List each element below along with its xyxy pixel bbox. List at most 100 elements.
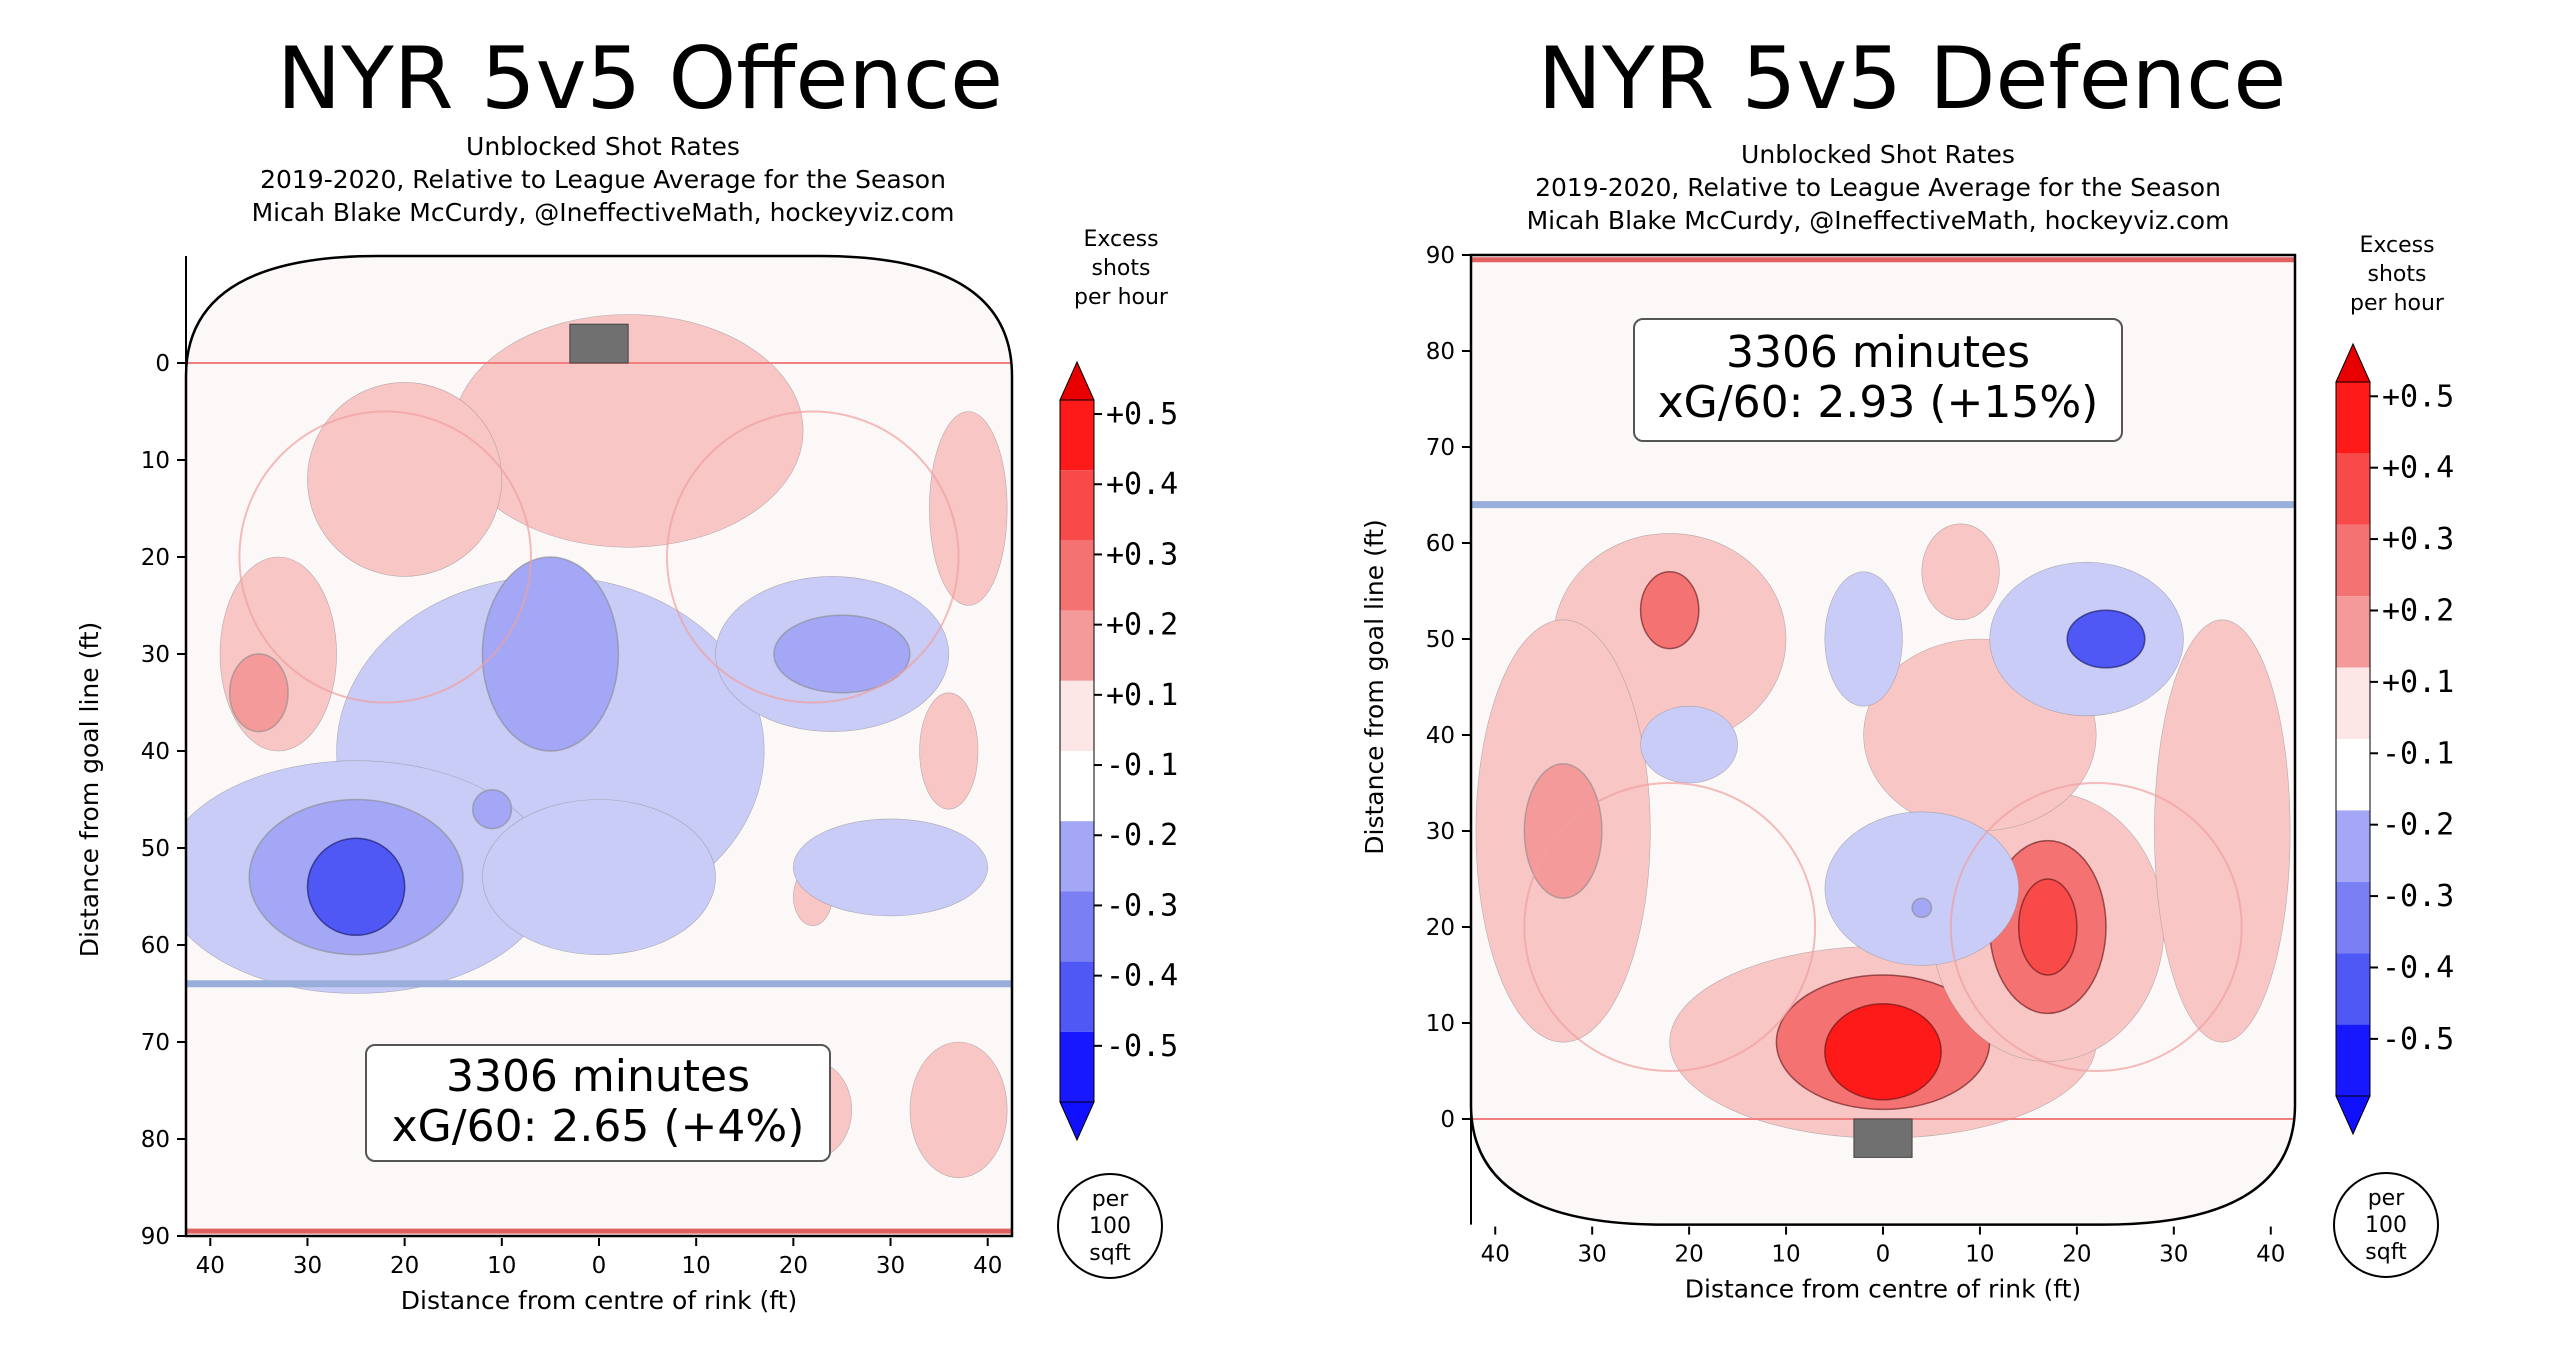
x-tick-label: 20 xyxy=(1674,1242,1703,1268)
colorbar-segment xyxy=(2336,881,2370,954)
colorbar-title-line: per hour xyxy=(2350,291,2445,316)
heatmap-contour xyxy=(2017,878,2078,976)
y-tick-label: 40 xyxy=(141,739,170,765)
colorbar-tick-label: +0.1 xyxy=(1106,678,1178,713)
faceoff-circle xyxy=(666,410,960,704)
chart-title: NYR 5v5 Offence xyxy=(276,29,1004,129)
faceoff-circle xyxy=(1949,782,2243,1072)
heatmap-contour xyxy=(1824,1003,1942,1101)
colorbar-tick-label: +0.5 xyxy=(2382,379,2454,414)
heatmap-contour xyxy=(2154,619,2291,1043)
colorbar-extend-top xyxy=(1059,360,1095,401)
colorbar-extend-top xyxy=(2335,342,2371,383)
heatmap-contour xyxy=(919,692,979,810)
faceoff-circle xyxy=(1523,782,1817,1072)
colorbar-tick-label: +0.4 xyxy=(1106,467,1178,502)
x-tick-label: 30 xyxy=(293,1253,322,1279)
colorbar-tick-label: -0.3 xyxy=(2382,879,2454,914)
minutes-text: 3306 minutes xyxy=(445,1051,751,1102)
y-tick-label: 60 xyxy=(141,933,170,959)
heatmap-layer xyxy=(1471,255,2295,1225)
colorbar-frame xyxy=(2335,381,2371,1097)
colorbar-segment xyxy=(2336,524,2370,597)
y-tick-label: 50 xyxy=(141,836,170,862)
colorbar-title-line: Excess xyxy=(1083,227,1158,252)
y-tick-label: 30 xyxy=(1426,819,1455,845)
colorbar-segment xyxy=(1060,680,1094,751)
xg-text: xG/60: 2.65 (+4%) xyxy=(391,1101,805,1152)
info-box: 3306 minutes xG/60: 2.65 (+4%) xyxy=(365,1044,831,1162)
x-tick-label: 40 xyxy=(1481,1242,1510,1268)
unit-badge-text: 100 xyxy=(1089,1214,1131,1239)
colorbar-tick-label: -0.2 xyxy=(1106,818,1178,853)
unit-badge xyxy=(1057,1173,1163,1279)
goal-net xyxy=(1853,1118,1913,1158)
heatmap-contour xyxy=(228,653,289,733)
x-axis-label: Distance from centre of rink (ft) xyxy=(1685,1275,2081,1304)
heatmap-contour xyxy=(1921,523,2000,621)
x-axis-label: Distance from centre of rink (ft) xyxy=(401,1286,797,1315)
y-tick-label: 0 xyxy=(155,351,170,377)
x-tick-label: 30 xyxy=(876,1253,905,1279)
colorbar-segment xyxy=(2336,953,2370,1025)
rink-boards xyxy=(184,254,1014,1238)
x-tick-label: 20 xyxy=(2062,1242,2091,1268)
unit-badge-text: per xyxy=(2368,1186,2406,1211)
y-tick-label: 0 xyxy=(1440,1107,1455,1133)
colorbar-segment xyxy=(1060,891,1094,962)
unit-badge-text: per xyxy=(1092,1187,1130,1212)
heatmap-contour xyxy=(773,614,911,694)
y-tick-label: 20 xyxy=(1426,915,1455,941)
heatmap-contour xyxy=(307,382,503,577)
y-tick-label: 90 xyxy=(1426,243,1455,269)
y-tick-label: 60 xyxy=(1426,531,1455,557)
colorbar-tick-label: -0.4 xyxy=(2382,950,2454,985)
colorbar-segment xyxy=(1060,610,1094,681)
heatmap-contour xyxy=(471,789,513,830)
colorbar-tick-label: -0.1 xyxy=(2382,736,2454,771)
colorbar-extend-bottom xyxy=(1059,1101,1095,1142)
y-tick-label: 40 xyxy=(1426,723,1455,749)
colorbar-segment xyxy=(1060,470,1094,541)
x-tick-label: 0 xyxy=(1876,1242,1891,1268)
colorbar-segment xyxy=(2336,739,2370,811)
colorbar-segment xyxy=(2336,810,2370,882)
offence-panel: NYR 5v5 Offence Unblocked Shot Rates 201… xyxy=(75,29,1178,1315)
y-tick-label: 80 xyxy=(141,1127,170,1153)
colorbar-tick-label: +0.1 xyxy=(2382,665,2454,700)
colorbar-tick-label: -0.5 xyxy=(2382,1022,2454,1057)
x-tick-label: 40 xyxy=(2256,1242,2285,1268)
colorbar-segment xyxy=(2336,382,2370,454)
heatmap-contour xyxy=(1639,571,1700,650)
colorbar-tick-label: -0.4 xyxy=(1106,959,1178,994)
heatmap-contour xyxy=(1824,811,2019,966)
colorbar-tick-label: +0.2 xyxy=(2382,593,2454,628)
x-tick-label: 0 xyxy=(592,1253,607,1279)
heatmap-contour xyxy=(481,556,620,752)
colorbar-tick-label: +0.3 xyxy=(1106,537,1178,572)
unit-badge xyxy=(2333,1172,2439,1278)
heatmap-contour xyxy=(1911,897,1933,919)
chart-subtitle-line-1: Unblocked Shot Rates xyxy=(1741,140,2015,169)
colorbar-tick-label: -0.5 xyxy=(1106,1029,1178,1064)
heatmap-layer xyxy=(186,256,1012,1236)
x-tick-label: 30 xyxy=(2159,1242,2188,1268)
colorbar-title-line: shots xyxy=(1092,256,1151,281)
heatmap-contour xyxy=(1824,571,1903,707)
colorbar-segment xyxy=(1060,961,1094,1032)
heatmap-contour xyxy=(909,1041,1008,1179)
colorbar-segment xyxy=(1060,400,1094,471)
colorbar-tick-label: -0.3 xyxy=(1106,888,1178,923)
goal-net xyxy=(569,323,629,364)
colorbar-extend-bottom xyxy=(2335,1095,2371,1136)
y-tick-label: 10 xyxy=(141,448,170,474)
heatmap-contour xyxy=(2066,609,2146,669)
heatmap-contour xyxy=(482,799,716,955)
colorbar-segment xyxy=(1060,751,1094,822)
colorbar-segment xyxy=(1060,821,1094,892)
x-tick-label: 40 xyxy=(973,1253,1002,1279)
x-tick-label: 10 xyxy=(1771,1242,1800,1268)
colorbar-segment xyxy=(2336,453,2370,525)
chart-subtitle-line-2: 2019-2020, Relative to League Average fo… xyxy=(260,165,946,194)
